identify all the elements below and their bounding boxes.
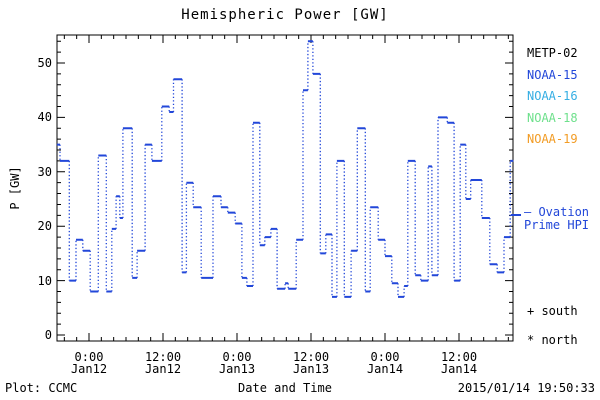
axis-ticks bbox=[57, 35, 513, 341]
x-tick-label: 12:00 Jan14 bbox=[424, 351, 494, 375]
x-tick-text: 0:00 bbox=[370, 350, 400, 364]
ovation-line1: – Ovation bbox=[524, 205, 590, 219]
legend-item-noaa19: NOAA-19 bbox=[527, 132, 578, 146]
x-tick-text: 0:00 bbox=[222, 350, 252, 364]
x-tick-text: 0:00 bbox=[74, 350, 104, 364]
legend-label: NOAA-15 bbox=[527, 68, 578, 82]
x-axis-label: Date and Time bbox=[238, 381, 332, 395]
legend-label: NOAA-16 bbox=[527, 89, 578, 103]
x-tick-label: 12:00 Jan12 bbox=[128, 351, 198, 375]
x-tick-label: 0:00 Jan13 bbox=[202, 351, 272, 375]
x-tick-label: 12:00 Jan13 bbox=[276, 351, 346, 375]
x-tick-label: 0:00 Jan14 bbox=[350, 351, 420, 375]
x-tick-text: 12:00 bbox=[440, 350, 478, 364]
legend-label: METP-02 bbox=[527, 46, 578, 60]
x-tick-text: 12:00 bbox=[292, 350, 330, 364]
north-marker-key: * north bbox=[527, 333, 578, 347]
x-tick-text: Jan13 bbox=[292, 362, 330, 376]
x-tick-label: 0:00 Jan12 bbox=[54, 351, 124, 375]
legend-item-noaa16: NOAA-16 bbox=[527, 89, 578, 103]
legend-item-noaa15: NOAA-15 bbox=[527, 68, 578, 82]
y-tick-label: 40 bbox=[37, 110, 52, 125]
x-tick-text: Jan14 bbox=[366, 362, 404, 376]
x-tick-text: Jan14 bbox=[440, 362, 478, 376]
hpi-step-connectors bbox=[59, 41, 511, 297]
x-tick-text: Jan13 bbox=[218, 362, 256, 376]
legend-label: NOAA-19 bbox=[527, 132, 578, 146]
plot-source-label: Plot: CCMC bbox=[5, 381, 78, 395]
legend-item-noaa18: NOAA-18 bbox=[527, 111, 578, 125]
x-tick-text: Jan12 bbox=[144, 362, 182, 376]
x-tick-text: 12:00 bbox=[144, 350, 182, 364]
y-tick-label: 50 bbox=[37, 56, 52, 70]
plot-timestamp: 2015/01/14 19:50:33 bbox=[457, 381, 595, 395]
ovation-line2: Prime HPI bbox=[524, 218, 590, 232]
south-marker-key: + south bbox=[527, 304, 578, 318]
legend-label: NOAA-18 bbox=[527, 111, 578, 125]
chart-title: Hemispheric Power [GW] bbox=[181, 7, 389, 23]
hpi-step-segments bbox=[56, 40, 514, 298]
y-tick-label: 10 bbox=[37, 273, 52, 288]
ovation-prime-annotation: – Ovation Prime HPI bbox=[524, 206, 589, 232]
y-tick-label: 0 bbox=[44, 328, 52, 342]
y-tick-label: 30 bbox=[37, 164, 52, 179]
axis-box bbox=[56, 34, 514, 342]
legend-item-metp02: METP-02 bbox=[527, 46, 578, 60]
y-tick-label: 20 bbox=[37, 219, 52, 234]
x-tick-text: Jan12 bbox=[70, 362, 108, 376]
